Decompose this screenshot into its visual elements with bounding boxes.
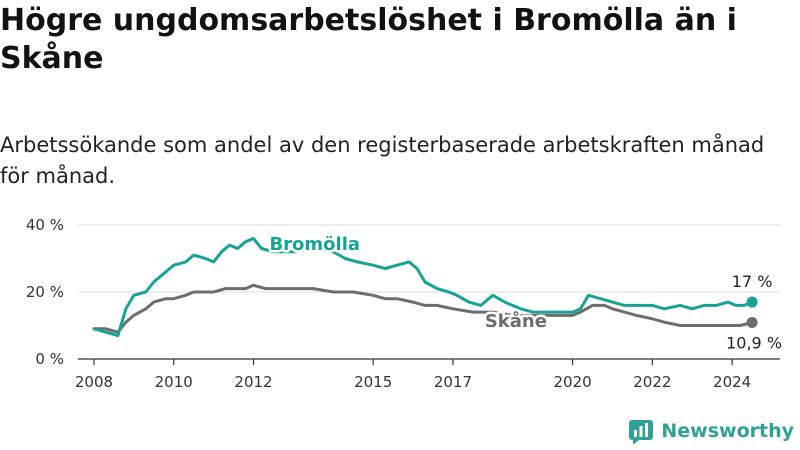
end-label-skane: 10,9 % [726,333,782,352]
chart-title: Högre ungdomsarbetslöshet i Bromölla än … [0,3,737,76]
series-label-bromolla-halo: Bromölla [269,234,360,255]
x-tick-label: 2010 [155,373,193,391]
chart-subtitle: Arbetssökande som andel av den registerb… [0,133,765,188]
x-tick-label: 2012 [234,373,272,391]
x-axis: 2008 2010 2012 2015 2017 2020 2022 2024 [75,358,780,391]
x-tick-label: 2024 [713,373,751,391]
series-label-skane-halo: Skåne [485,310,547,332]
brand-name: Newsworthy [661,420,794,442]
series-label-skane: Skåne [485,310,547,332]
y-tick-label: 40 % [26,216,64,234]
series-lines [92,236,758,338]
newsworthy-logo[interactable]: Newsworthy [629,416,794,446]
gridlines [78,224,780,293]
end-point-bromolla [746,296,758,308]
x-tick-label: 2022 [633,373,671,391]
series-label-bromolla: Bromölla [269,234,360,255]
line-chart: 0 % 20 % 40 % 2008 2010 2012 2015 2017 2020 2022… [26,216,782,391]
x-tick-label: 2017 [434,373,472,391]
series-line-bromolla [92,236,754,338]
series-line-skane [92,283,754,334]
y-tick-label: 20 % [26,283,64,301]
end-label-bromolla: 17 % [732,272,773,291]
end-point-skane [746,316,758,328]
x-tick-label: 2008 [75,373,113,391]
y-tick-label: 0 % [35,350,64,368]
x-tick-label: 2015 [354,373,392,391]
x-tick-label: 2020 [553,373,591,391]
newsworthy-chart-icon [629,420,654,444]
y-axis: 0 % 20 % 40 % [26,216,64,368]
